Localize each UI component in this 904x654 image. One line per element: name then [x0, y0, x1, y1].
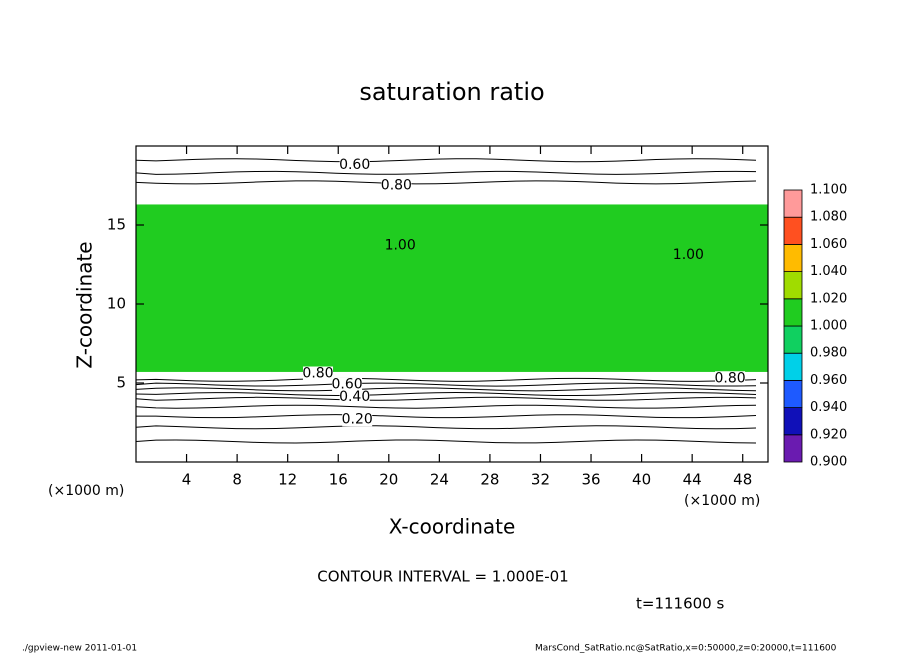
colorbar-box [783, 271, 803, 300]
colorbar-label: 0.940 [810, 400, 847, 415]
x-tick-label: 16 [329, 471, 348, 489]
label-background [381, 178, 412, 193]
contour-label: 0.80 [714, 370, 745, 386]
x-axis-label: X-coordinate [389, 515, 516, 539]
contour-line [135, 158, 757, 163]
x-tick-label: 20 [379, 471, 398, 489]
contour-line [135, 382, 757, 387]
x-tick-label: 28 [480, 471, 499, 489]
x-tick-label: 48 [733, 471, 752, 489]
contour-line [135, 377, 757, 382]
label-background [673, 248, 704, 263]
colorbar-label: 0.920 [810, 427, 847, 442]
colorbar-box [783, 325, 803, 354]
contour-label: 0.80 [302, 366, 333, 382]
x-tick-label: 12 [278, 471, 297, 489]
colorbar-label: 1.040 [810, 264, 847, 279]
x-tick-label: 36 [581, 471, 600, 489]
colorbar-label: 0.960 [810, 373, 847, 388]
chart-title: saturation ratio [359, 78, 544, 106]
label-background [332, 377, 363, 392]
x-tick-label: 4 [182, 471, 192, 489]
contour-label: 1.00 [385, 238, 416, 254]
contour-label: 1.00 [673, 247, 704, 263]
label-background [342, 412, 373, 427]
contour-line [135, 439, 757, 444]
y-tick-label: 10 [107, 295, 126, 313]
colorbar-label: 0.900 [810, 455, 847, 470]
contour-line [135, 425, 757, 430]
colorbar-label: 1.100 [810, 183, 847, 198]
label-background [715, 371, 746, 386]
colorbar-label: 1.020 [810, 291, 847, 306]
footer-left: ./gpview-new 2011-01-01 [22, 644, 137, 654]
x-unit-label: (×1000 m) [48, 483, 124, 499]
colorbar-box [783, 434, 803, 463]
time-label: t=111600 s [636, 595, 724, 613]
colorbar-label: 1.080 [810, 210, 847, 225]
x-tick-label: 32 [531, 471, 550, 489]
contour-label: 0.20 [342, 411, 373, 427]
colorbar-box [783, 216, 803, 245]
contour-line [135, 404, 757, 409]
contour-line [135, 414, 757, 419]
contour-line [135, 387, 757, 392]
colorbar-box [783, 189, 803, 218]
colorbar-box [783, 352, 803, 381]
colorbar-box [783, 243, 803, 272]
x-tick-label: 24 [430, 471, 449, 489]
contour-line [135, 170, 757, 175]
label-background [303, 366, 334, 381]
y-axis-label: Z-coordinate [73, 241, 97, 368]
colorbar-box [783, 298, 803, 327]
contour-line [135, 396, 757, 401]
label-background [339, 390, 370, 405]
contour-label: 0.80 [381, 178, 412, 194]
colorbar-label: 1.000 [810, 319, 847, 334]
x-tick-label: 8 [232, 471, 242, 489]
y-unit-label: (×1000 m) [684, 493, 760, 509]
colorbar-label: 0.980 [810, 346, 847, 361]
contour-label: 0.60 [339, 157, 370, 173]
colorbar-box [783, 407, 803, 436]
colorbar-label: 1.060 [810, 237, 847, 252]
contour-line [135, 180, 757, 185]
contour-label: 0.40 [339, 389, 370, 405]
saturated-region [136, 204, 768, 372]
label-background [385, 238, 416, 253]
footer-right: MarsCond_SatRatio.nc@SatRatio,x=0:50000,… [535, 644, 837, 654]
x-tick-label: 40 [632, 471, 651, 489]
colorbar-box [783, 379, 803, 408]
contour-interval: CONTOUR INTERVAL = 1.000E-01 [317, 568, 568, 586]
x-tick-label: 44 [683, 471, 702, 489]
label-background [339, 157, 370, 172]
y-tick-label: 5 [116, 374, 126, 392]
contour-line [135, 392, 757, 397]
contour-label: 0.60 [332, 377, 363, 393]
y-tick-label: 15 [107, 216, 126, 234]
